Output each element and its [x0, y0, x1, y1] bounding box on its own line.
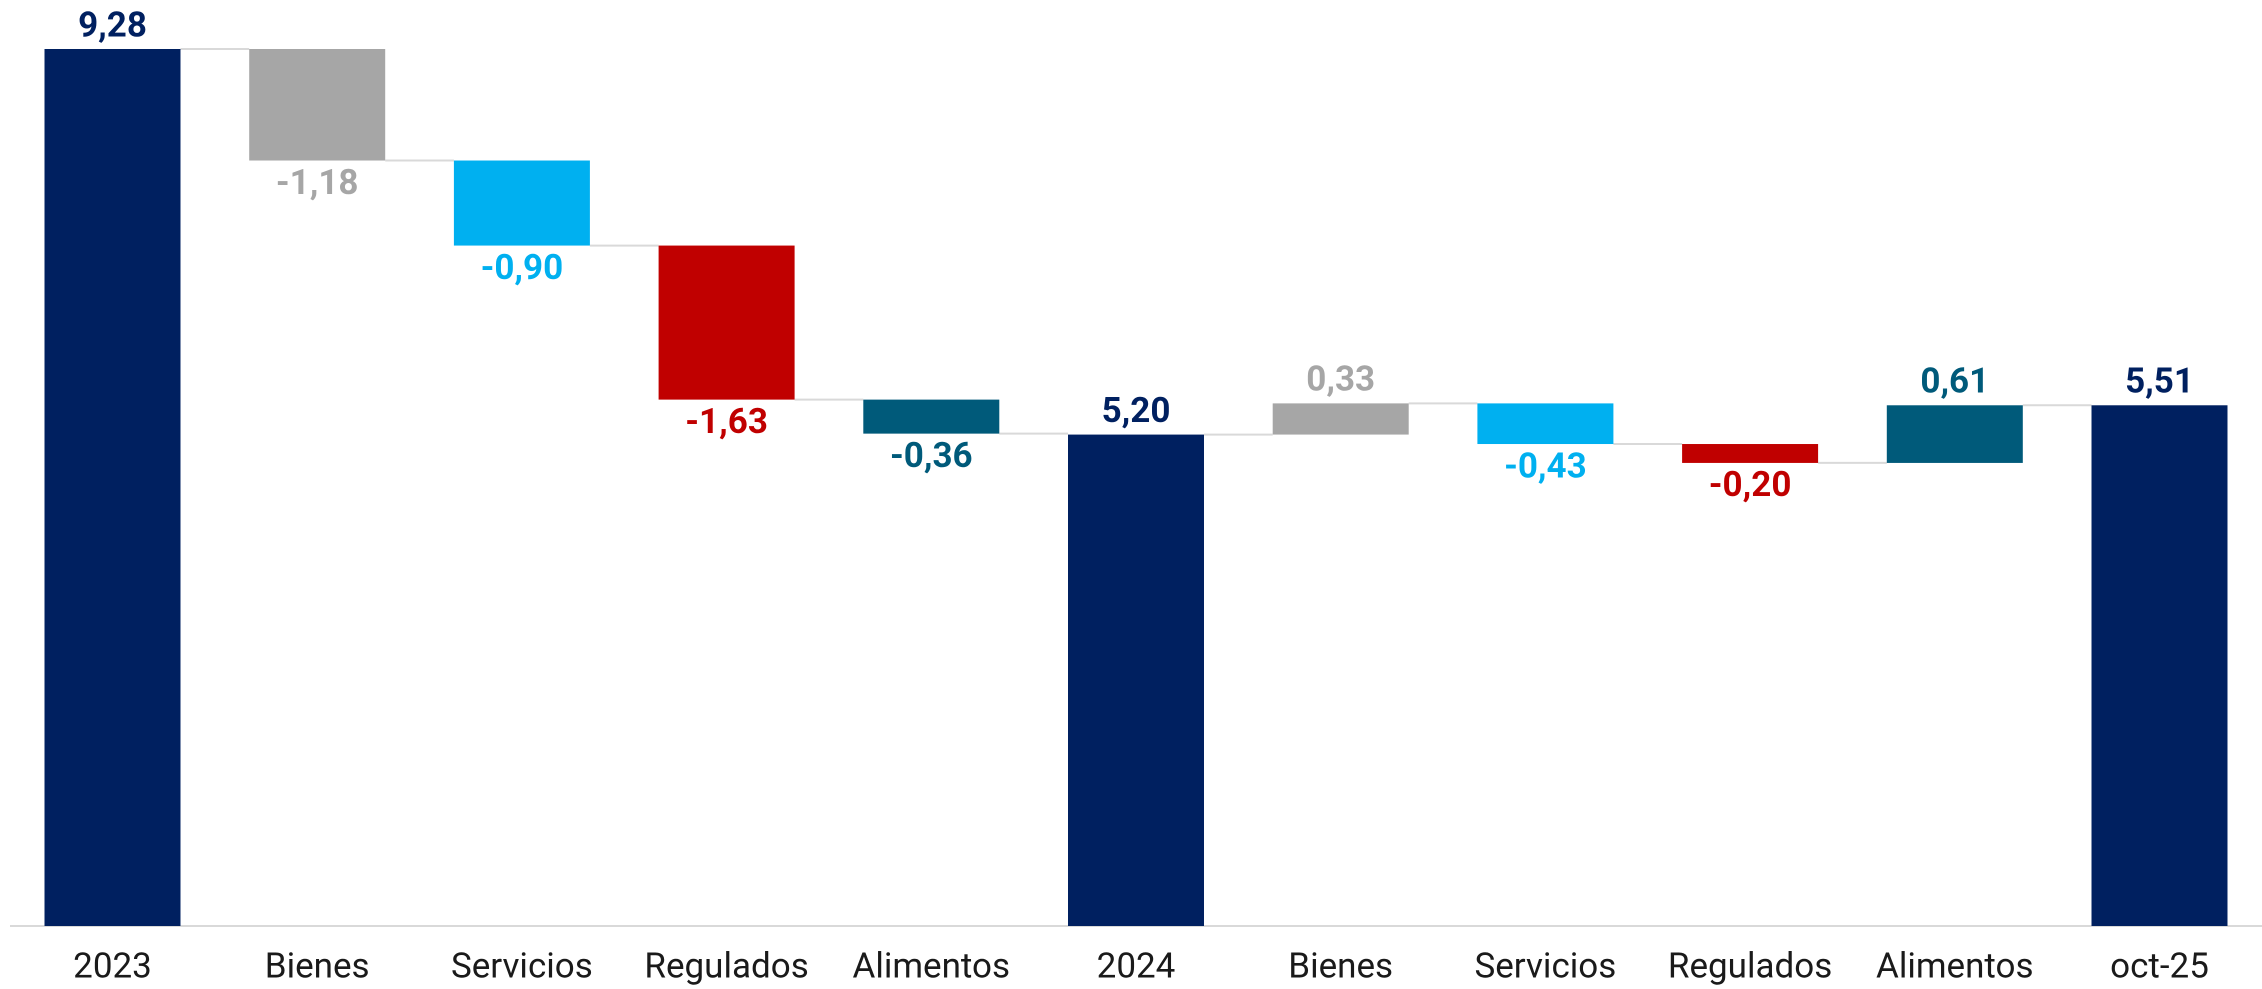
x-tick-label: Servicios — [451, 945, 593, 986]
x-tick-label: Bienes — [1288, 945, 1393, 986]
bar — [44, 49, 181, 926]
value-label: 5,20 — [1102, 390, 1171, 431]
bar — [1682, 444, 1819, 463]
bar — [453, 160, 590, 246]
value-label: -1,18 — [276, 162, 359, 203]
value-label: -0,90 — [481, 247, 564, 288]
bar — [1272, 403, 1409, 435]
x-tick-label: Alimentos — [853, 945, 1011, 986]
bar — [658, 245, 795, 400]
bar — [1068, 434, 1204, 926]
value-label: -0,20 — [1709, 464, 1792, 505]
bar — [2091, 405, 2228, 926]
value-label: -1,63 — [685, 401, 768, 442]
x-tick-label: Alimentos — [1876, 945, 2034, 986]
bar — [249, 49, 386, 161]
x-tick-label: oct-25 — [2110, 945, 2209, 986]
value-label: 0,33 — [1306, 359, 1375, 400]
x-tick-label: 2023 — [73, 945, 152, 986]
value-label: -0,43 — [1504, 445, 1587, 486]
bar — [1886, 405, 2023, 463]
value-label: -0,36 — [890, 435, 973, 476]
value-label: 5,51 — [2125, 361, 2194, 402]
x-tick-label: Regulados — [644, 945, 808, 986]
x-tick-label: Regulados — [1668, 945, 1832, 986]
x-tick-label: Servicios — [1474, 945, 1616, 986]
value-label: 0,61 — [1920, 361, 1989, 402]
x-tick-label: 2024 — [1097, 945, 1176, 986]
bar — [1477, 403, 1614, 445]
bar — [863, 399, 1000, 434]
x-tick-label: Bienes — [265, 945, 370, 986]
value-label: 9,28 — [78, 4, 147, 45]
